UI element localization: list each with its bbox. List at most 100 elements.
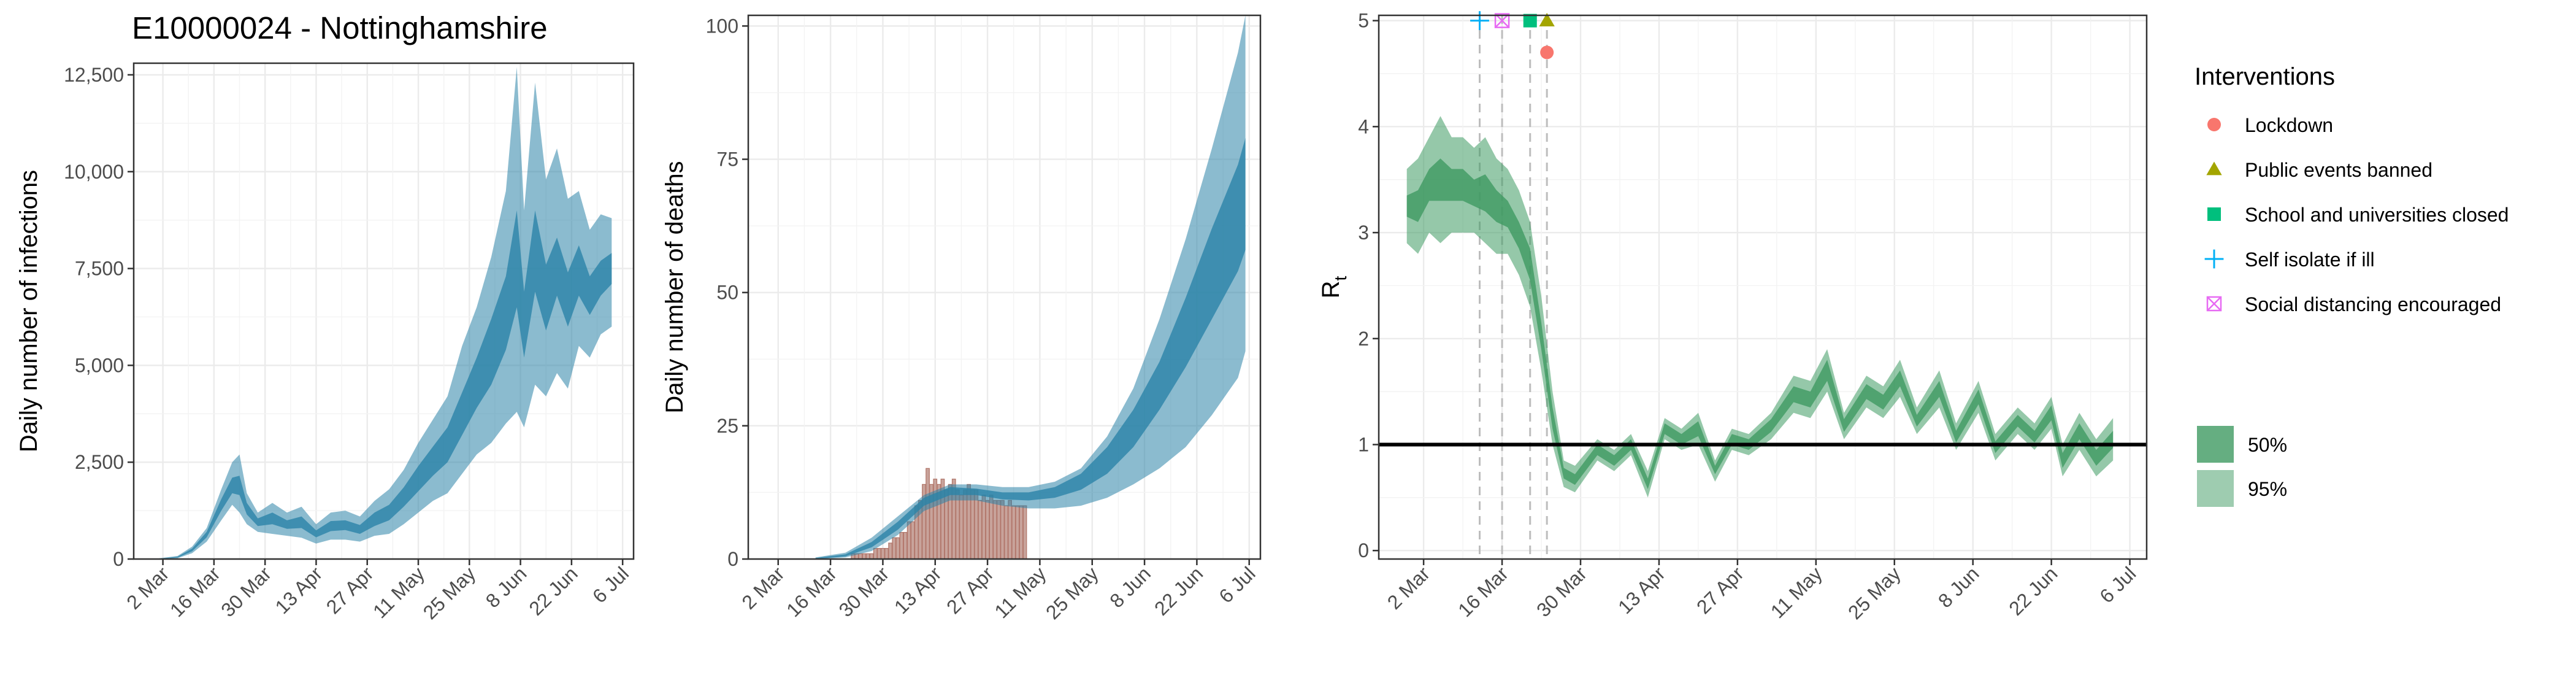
intervention-marker [1523,14,1537,28]
x-tick-label: 22 Jun [1150,562,1207,619]
death-bar [865,553,870,560]
band-50pct [1406,158,2114,489]
death-bar [1000,500,1005,560]
x-tick-label: 25 May [1844,562,1905,623]
ci-key [2197,426,2234,463]
rt-x-axis: 2 Mar 16 Mar 30 Mar 13 Apr 27 Apr 11 May 25 Ma… [1383,559,2141,623]
deaths-bands [815,15,1246,560]
legend-key-square [2207,207,2221,221]
x-tick-label: 27 Apr [1692,562,1748,618]
intervention-markers [1470,11,1555,60]
legend-item-label: Self isolate if ill [2245,249,2375,271]
infections-panel-border [132,62,635,560]
figure-title: E10000024 - Nottinghamshire [132,10,548,45]
death-bar [985,500,990,560]
death-bar [1004,505,1008,560]
x-tick-label: 16 Mar [1454,562,1512,621]
death-bar [910,521,915,560]
y-tick-label: 1 [1358,433,1369,455]
rt-bands [1406,116,2114,498]
legend-key-plus [2204,249,2224,269]
intervention-marker [1540,45,1554,60]
death-bar [926,468,930,560]
death-bar [903,531,908,560]
x-tick-label: 6 Jul [588,562,633,607]
legend-key-circle [2207,118,2221,131]
rt-y-axis: 0 1 2 3 4 5 [1358,10,1379,561]
y-tick-label: 5,000 [75,354,124,376]
x-tick-label: 30 Mar [217,562,275,621]
x-tick-label: 30 Mar [834,562,893,621]
death-bar [876,548,881,560]
y-tick-label: 2,500 [75,451,124,473]
death-bar [1022,505,1027,560]
death-bar [881,548,885,560]
x-tick-label: 22 Jun [524,562,581,619]
x-tick-label: 13 Apr [890,562,946,618]
x-tick-label: 11 May [369,562,429,622]
rt-y-axis-title: Rt [1317,276,1350,298]
x-tick-label: 8 Jun [1934,562,1984,612]
death-bar [997,500,1001,560]
death-bar [1008,500,1012,560]
intervention-marker [1470,11,1489,31]
band-95pct [815,15,1246,559]
death-bar [981,495,986,560]
x-tick-label: 25 May [419,562,480,623]
intervention-marker [1539,12,1555,26]
legend-item-label: Lockdown [2245,114,2333,136]
ci-label: 95% [2248,478,2287,500]
infections-y-axis-title: Daily number of infections [15,170,42,452]
x-tick-label: 27 Apr [322,562,378,618]
x-tick-label: 8 Jun [481,562,531,612]
y-tick-label: 0 [727,548,738,570]
rt-y-axis-title-main: R [1317,280,1344,298]
death-bar [992,500,997,560]
x-tick-label: 13 Apr [271,562,327,618]
death-bar [1019,505,1024,560]
death-bar [1015,505,1020,560]
death-bar [899,531,904,560]
death-bar [907,521,911,560]
x-tick-label: 2 Mar [737,562,789,614]
legend-key-triangle [2206,161,2222,176]
x-tick-label: 30 Mar [1532,562,1591,621]
death-bar [892,537,897,560]
y-tick-label: 0 [1358,539,1369,561]
rt-panel: 0 1 2 3 4 5 2 Mar 16 Mar 30 Mar 13 Apr 27 Apr 11 M… [1317,10,2148,623]
intervention-marker [1494,13,1510,28]
interventions-legend: Interventions Lockdown Public events bann… [2195,63,2509,315]
x-tick-label: 27 Apr [942,562,998,618]
death-bar [959,495,964,560]
y-tick-label: 25 [716,415,738,437]
x-tick-label: 16 Mar [782,562,841,621]
x-tick-label: 22 Jun [2004,562,2061,619]
y-tick-label: 7,500 [75,258,124,280]
legend-key-boxed-x [2206,296,2222,312]
death-bar [884,548,889,560]
death-bar [1011,505,1016,560]
rt-y-axis-title-subscript: t [1331,276,1350,280]
x-tick-label: 25 May [1041,562,1103,623]
deaths-panel-border [747,14,1262,560]
x-tick-label: 6 Jul [1214,562,1259,607]
legend-items: Lockdown Public events banned School and u… [2204,114,2509,315]
y-tick-label: 5 [1358,10,1369,32]
y-tick-label: 12,500 [64,64,124,86]
y-tick-label: 100 [706,15,738,37]
y-tick-label: 4 [1358,115,1369,137]
y-tick-label: 2 [1358,328,1369,350]
y-tick-label: 75 [716,149,738,171]
death-bar [869,553,874,560]
x-tick-label: 11 May [1766,562,1827,622]
death-bar [873,548,878,560]
x-tick-label: 2 Mar [1383,562,1435,614]
y-tick-label: 0 [113,548,124,570]
x-tick-label: 8 Jun [1105,562,1155,612]
death-bar [895,537,900,560]
y-tick-label: 50 [716,282,738,304]
